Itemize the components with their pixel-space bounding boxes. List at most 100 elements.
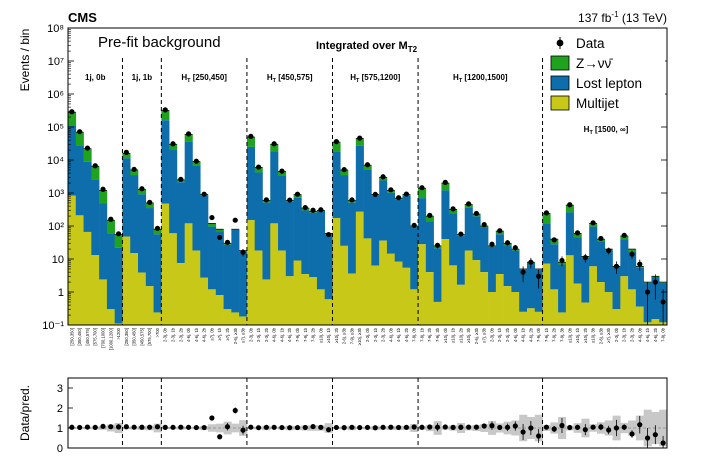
ratio-panel: 0 1 2 3 (57, 377, 668, 455)
multijet-bar (394, 261, 403, 325)
data-point (248, 133, 254, 139)
data-point (660, 299, 666, 305)
multijet-bar (402, 267, 411, 325)
bin-label: ≥10j, ≥3b (357, 327, 362, 345)
multijet-bar (519, 311, 528, 325)
ratio-point (92, 424, 98, 430)
ratio-point (139, 424, 145, 430)
multijet-bar (106, 309, 115, 325)
znunu-bar (91, 166, 100, 180)
top-y-tick-label: 10³ (48, 188, 64, 200)
multijet-bar (371, 265, 380, 325)
ratio-points (69, 407, 666, 448)
lostlepton-bar (153, 234, 162, 313)
lostlepton-bar (480, 227, 489, 273)
multijet-bar (83, 231, 92, 325)
bin-label: 4-6j, 1b (279, 327, 284, 342)
znunu-bar (153, 229, 162, 235)
bin-label: ≥10j, 0b (443, 327, 448, 343)
bin-label: 7-9j, 1b (303, 327, 308, 342)
lostlepton-bar (91, 179, 100, 256)
region-dividers (121, 58, 544, 325)
data-point (147, 199, 153, 205)
ratio-point (170, 424, 176, 430)
lostlepton-bar (418, 198, 427, 245)
data-point (559, 257, 565, 264)
ratio-point (123, 424, 129, 430)
znunu-bar (145, 202, 154, 209)
bin-label: [700,1000] (101, 328, 106, 348)
bin-label: [350,450] (77, 328, 82, 345)
ratio-point (263, 424, 269, 430)
bin-label: 2-6j, ≥3b (474, 327, 479, 344)
znunu-bar (270, 144, 279, 152)
ratio-point (396, 424, 402, 431)
ratio-point (466, 424, 472, 430)
znunu-bar (332, 142, 341, 152)
lostlepton-bar (309, 212, 318, 278)
lostlepton-bar (355, 145, 364, 212)
multijet-bar (145, 286, 154, 325)
legend-label: Multijet (576, 96, 619, 111)
data-point (349, 197, 355, 203)
znunu-bar (231, 229, 240, 230)
znunu-bar (68, 112, 77, 126)
multijet-bar (456, 284, 466, 325)
ratio-point (69, 424, 75, 430)
lostlepton-bar (99, 203, 108, 280)
bin-label: 4-6j, 2b (287, 327, 292, 342)
data-point (263, 197, 269, 203)
bin-label: 2-3j, 0b (365, 327, 370, 342)
ratio-point (232, 407, 238, 414)
bin-label: 7-9j, 0b (295, 327, 300, 342)
bin-label: ≥10j, 3b (466, 327, 471, 343)
data-point (333, 139, 339, 145)
bin-label: 7-9j, 3b (435, 327, 440, 342)
ratio-point (108, 424, 114, 430)
znunu-bar (418, 188, 427, 199)
lostlepton-bar (441, 190, 450, 240)
multijet-bar (99, 279, 108, 325)
ratio-point (224, 424, 231, 430)
bin-label: 2-3j, 1b (171, 327, 176, 342)
lostlepton-bar (200, 196, 209, 278)
multijet-bar (635, 306, 644, 325)
bin-label: 2-3j, 0b (248, 327, 253, 342)
multijet-bar (184, 223, 193, 325)
multijet-bar (324, 299, 333, 325)
ratio-point (115, 424, 122, 430)
ratio-point (621, 424, 627, 430)
top-y-title: Events / bin (18, 29, 32, 92)
bin-label: [575,700] (147, 328, 152, 345)
ratio-point (434, 424, 441, 430)
ratio-point (326, 427, 332, 433)
znunu-bar (215, 229, 224, 232)
lostlepton-bar (371, 196, 380, 266)
lostlepton-bar (262, 202, 271, 280)
ratio-y-tick-label: 3 (57, 383, 63, 395)
bin-label: 2-3j, 2b (381, 327, 386, 342)
data-point (193, 158, 199, 164)
bin-label: 7-9j, 0b (661, 327, 666, 342)
data-point (652, 279, 658, 285)
multijet-bar (503, 286, 512, 325)
znunu-bar (659, 282, 668, 283)
ratio-point (606, 427, 612, 433)
bin-label: 7-9j, 0b (536, 327, 541, 342)
ratio-point (520, 429, 526, 435)
lostlepton-bar (223, 244, 232, 310)
data-point (92, 163, 98, 169)
data-point (178, 176, 184, 182)
ratio-point (279, 424, 285, 431)
lostlepton-bar (169, 149, 178, 234)
data-point (606, 247, 612, 254)
bin-label: ≥10j, 2b (583, 327, 588, 343)
bin-label: 2-3j, 1b (256, 327, 261, 342)
data-point (504, 240, 511, 246)
bin-label: ≥10j, 2b (458, 327, 463, 343)
lostlepton-bar (348, 202, 357, 274)
top-frame (67, 27, 668, 326)
znunu-bar (106, 220, 115, 234)
bin-label: 4-6j, 0b (186, 327, 191, 342)
